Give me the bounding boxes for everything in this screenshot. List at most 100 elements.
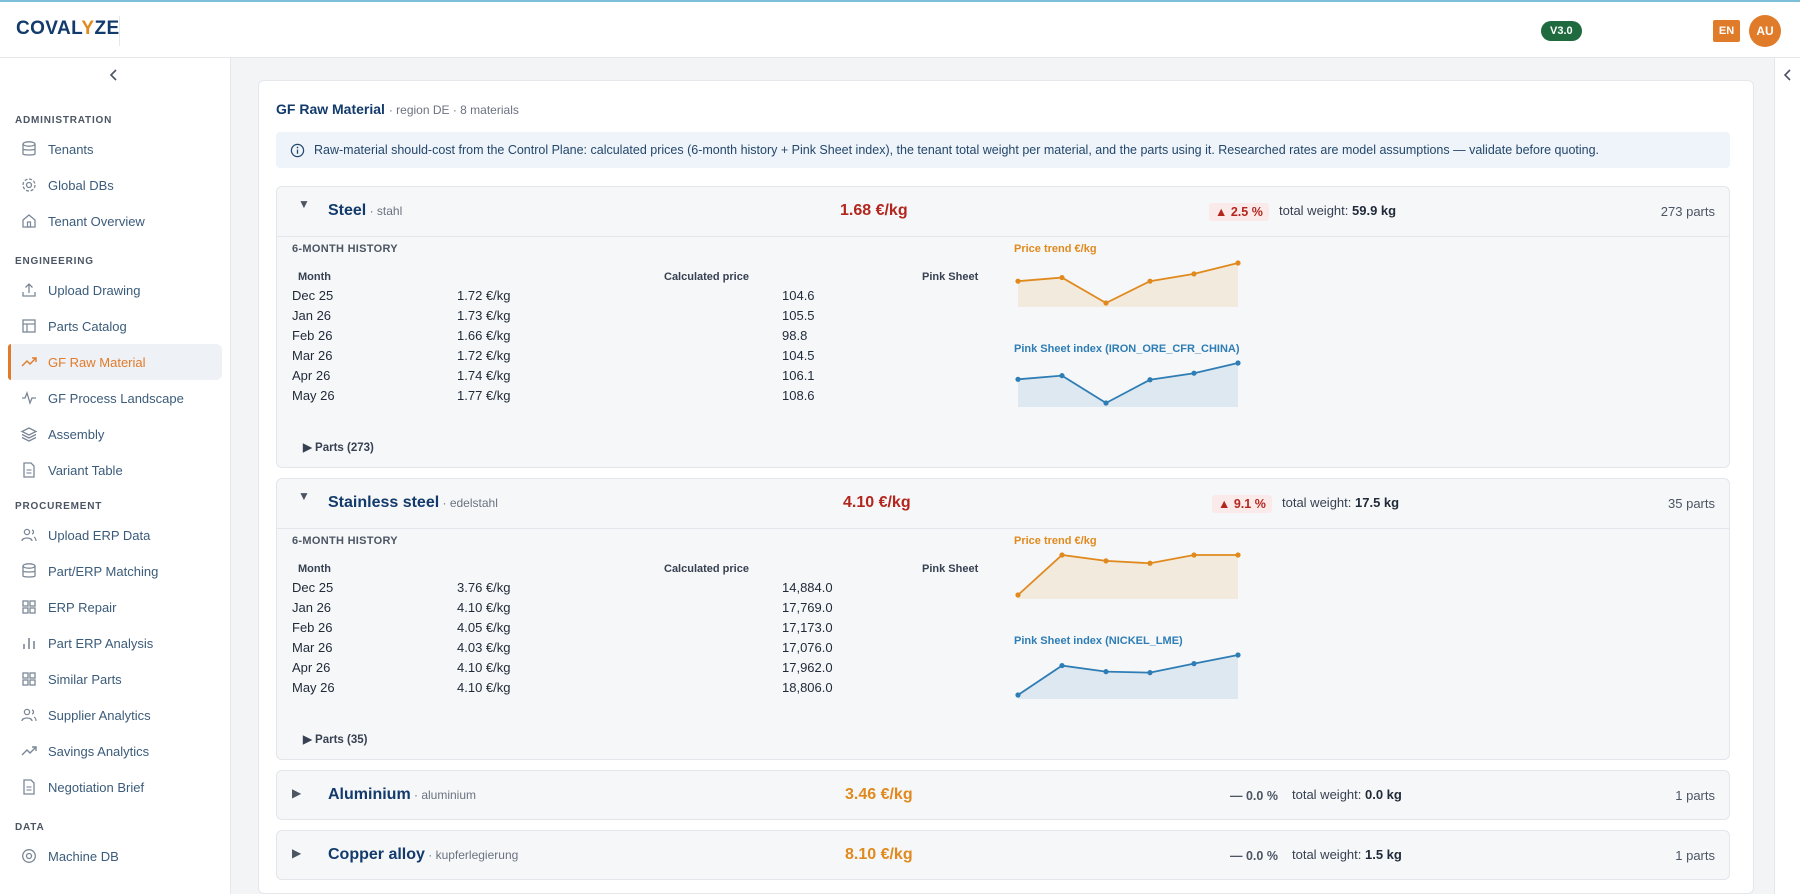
sidebar-item-label: Part ERP Analysis [48, 635, 154, 651]
total-weight: total weight: 17.5 kg [1282, 495, 1399, 510]
total-weight: total weight: 0.0 kg [1292, 787, 1402, 802]
material-header[interactable]: ▼ Stainless steel · edelstahl 4.10 €/kg ▲ 9… [277, 479, 1729, 528]
data-point [1191, 552, 1197, 558]
cell-pink-sheet: 17,076.0 [782, 640, 833, 655]
material-header[interactable]: ▶ Copper alloy · kupferlegierung 8.10 €/kg… [277, 831, 1729, 879]
sidebar-item-label: Variant Table [48, 462, 123, 478]
sidebar-item-label: Assembly [48, 426, 105, 442]
data-point [1015, 376, 1021, 382]
total-weight-label: total weight: [1279, 203, 1352, 218]
cell-calc-price: 4.10 €/kg [457, 660, 511, 675]
table-row: May 26 1.77 €/kg 108.6 [292, 388, 832, 408]
avatar[interactable]: AU [1749, 15, 1781, 47]
sidebar-item-upload-drawing[interactable]: Upload Drawing [8, 272, 222, 308]
cell-month: Feb 26 [292, 328, 333, 343]
database-icon [20, 140, 38, 158]
section-heading: PROCUREMENT [15, 501, 103, 512]
expand-toggle-icon[interactable]: ▶ [292, 786, 302, 800]
data-point [1059, 662, 1065, 669]
sidebar-item-negotiation-brief[interactable]: Negotiation Brief [8, 769, 222, 805]
collapse-toggle-icon[interactable]: ▼ [298, 489, 310, 503]
parts-expander[interactable]: ▶ Parts (35) [303, 734, 368, 746]
sidebar-item-label: Machine DB [48, 848, 119, 864]
material-title: Copper alloy [328, 846, 425, 863]
sidebar-item-part-erp-matching[interactable]: Part/ERP Matching [8, 553, 222, 589]
pink-sheet-index-chart [1015, 652, 1241, 699]
collapse-sidebar-button[interactable] [105, 68, 123, 86]
cell-calc-price: 1.73 €/kg [457, 308, 511, 323]
sidebar-item-label: Similar Parts [48, 671, 122, 687]
sidebar-item-gf-process-landscape[interactable]: GF Process Landscape [8, 380, 222, 416]
sidebar-item-tenants[interactable]: Tenants [8, 131, 222, 167]
collapse-toggle-icon[interactable]: ▼ [298, 197, 310, 211]
sidebar-item-assembly[interactable]: Assembly [8, 416, 222, 452]
sidebar-item-variant-table[interactable]: Variant Table [8, 452, 222, 488]
sidebar-item-similar-parts[interactable]: Similar Parts [8, 661, 222, 697]
sidebar-item-label: Savings Analytics [48, 743, 150, 759]
data-point [1103, 558, 1109, 564]
cell-month: Jan 26 [292, 308, 332, 323]
data-point [1191, 370, 1197, 376]
sidebar-item-tenant-overview[interactable]: Tenant Overview [8, 203, 222, 239]
cell-calc-price: 1.77 €/kg [457, 388, 511, 403]
price-change-badge: ▲ 2.5 % [1209, 203, 1269, 221]
cell-calc-price: 4.05 €/kg [457, 620, 511, 635]
table-row: Jan 26 4.10 €/kg 17,769.0 [292, 600, 833, 620]
sidebar-item-parts-catalog[interactable]: Parts Catalog [8, 308, 222, 344]
series-line [1017, 654, 1239, 696]
table-icon [20, 317, 38, 335]
parts-expander[interactable]: ▶ Parts (273) [303, 442, 374, 454]
cell-pink-sheet: 14,884.0 [782, 580, 833, 595]
section-heading: DATA [15, 822, 45, 833]
sidebar-item-upload-erp-data[interactable]: Upload ERP Data [8, 517, 222, 553]
grid-icon [20, 598, 38, 616]
price-trend-chart [1015, 260, 1241, 307]
expand-panel-button[interactable] [1782, 68, 1794, 85]
cell-calc-price: 3.76 €/kg [457, 580, 511, 595]
data-point [1103, 400, 1109, 406]
material-price: 1.68 €/kg [840, 202, 908, 219]
cell-month: Apr 26 [292, 368, 331, 383]
trend-icon [20, 742, 38, 760]
table-row: Apr 26 4.10 €/kg 17,962.0 [292, 660, 833, 680]
sidebar-item-erp-repair[interactable]: ERP Repair [8, 589, 222, 625]
sidebar-item-gf-raw-material[interactable]: GF Raw Material [8, 344, 222, 380]
material-header[interactable]: ▼ Steel · stahl 1.68 €/kg ▲ 2.5 % total weig… [277, 187, 1729, 236]
sidebar-item-label: Upload Drawing [48, 282, 141, 298]
gear-icon [20, 176, 38, 194]
sidebar-item-global-dbs[interactable]: Global DBs [8, 167, 222, 203]
upload-icon [20, 281, 38, 299]
material-detail: 6-MONTH HISTORY Month Calculated price Pink… [277, 236, 1729, 467]
sidebar-item-part-erp-analysis[interactable]: Part ERP Analysis [8, 625, 222, 661]
material-header[interactable]: ▶ Aluminium · aluminium 3.46 €/kg — 0.0 % to… [277, 771, 1729, 819]
sidebar-item-supplier-analytics[interactable]: Supplier Analytics [8, 697, 222, 733]
table-row: Apr 26 1.74 €/kg 106.1 [292, 368, 832, 388]
table-row: Dec 25 3.76 €/kg 14,884.0 [292, 580, 833, 600]
table-row: Mar 26 1.72 €/kg 104.5 [292, 348, 832, 368]
cell-month: Mar 26 [292, 348, 333, 363]
table-row: May 26 4.10 €/kg 18,806.0 [292, 680, 833, 700]
sidebar-item-label: Negotiation Brief [48, 779, 145, 795]
chevron-left-icon [1783, 69, 1791, 81]
expand-toggle-icon[interactable]: ▶ [292, 846, 302, 860]
app-logo[interactable]: COVALYZE [16, 18, 120, 39]
language-switch[interactable]: EN [1713, 20, 1740, 42]
data-point [1015, 592, 1021, 598]
material-card-steel: ▼ Steel · stahl 1.68 €/kg ▲ 2.5 % total weig… [276, 186, 1730, 468]
material-name: Aluminium · aluminium [328, 786, 476, 804]
sidebar-item-machine-db[interactable]: Machine DB [8, 838, 222, 874]
data-point [1147, 278, 1153, 284]
col-pink-sheet: Pink Sheet [922, 271, 979, 283]
material-local-name: · stahl [366, 204, 403, 218]
activity-icon [20, 389, 38, 407]
sidebar-item-savings-analytics[interactable]: Savings Analytics [8, 733, 222, 769]
data-point [1235, 360, 1241, 366]
main-panel: GF Raw Material · region DE · 8 material… [258, 80, 1754, 894]
sidebar-item-label: Tenant Overview [48, 213, 145, 229]
material-name: Steel · stahl [328, 202, 402, 220]
material-local-name: · edelstahl [439, 496, 498, 510]
parts-count: 1 parts [1675, 788, 1715, 803]
cell-calc-price: 1.66 €/kg [457, 328, 511, 343]
cell-month: Mar 26 [292, 640, 333, 655]
series-line [1017, 262, 1239, 305]
